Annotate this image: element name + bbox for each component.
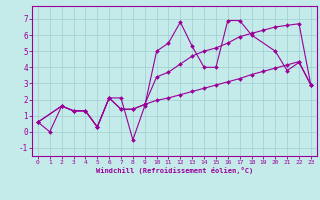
X-axis label: Windchill (Refroidissement éolien,°C): Windchill (Refroidissement éolien,°C): [96, 167, 253, 174]
